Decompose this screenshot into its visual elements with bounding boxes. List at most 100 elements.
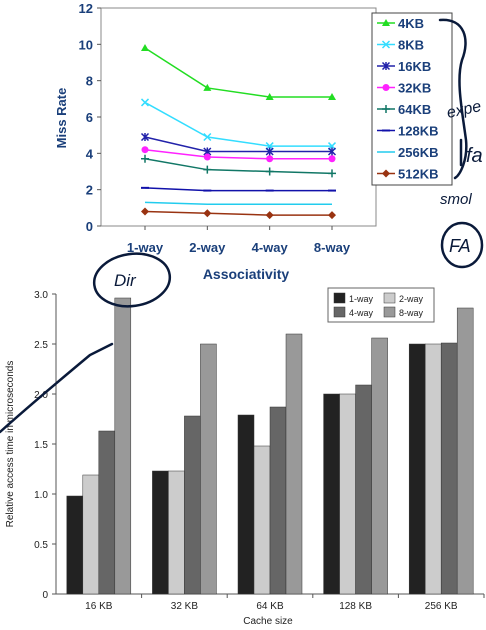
series-line (144, 201, 332, 205)
fa-note: FA (449, 236, 471, 256)
data-point (265, 93, 274, 101)
line-y-axis-label: Miss Rate (54, 88, 69, 149)
data-point (328, 211, 336, 220)
bar-legend-entry-2-way: 2-way (383, 292, 424, 304)
data-point (203, 209, 212, 218)
line-series-256KB (144, 201, 332, 205)
bar-2-way (339, 393, 356, 595)
bar-4-way (184, 415, 201, 595)
line-x-tick-label: 1-way (127, 240, 164, 255)
fa-circle-mark (440, 221, 484, 269)
data-point (265, 211, 274, 220)
legend-swatch-marker (382, 105, 390, 113)
legend-entry-16KB: 16KB (377, 59, 431, 74)
bar-legend-label: 4-way (349, 308, 374, 318)
data-point (328, 169, 336, 178)
data-point (203, 83, 212, 91)
legend-entry-256KB: 256KB (377, 145, 438, 160)
series-line (144, 187, 332, 192)
bar-group-32KB (152, 343, 217, 595)
line-x-axis-label: Associativity (203, 266, 290, 282)
legend-swatch-marker (382, 19, 390, 26)
bar-group-16KB (66, 297, 132, 595)
legend-entry-8KB: 8KB (377, 38, 424, 53)
brace-mark (438, 18, 468, 180)
handwritten-annotations: Dir FA expe fa smol (0, 18, 484, 434)
series-line (144, 158, 333, 175)
bar-legend-label: 2-way (399, 294, 424, 304)
data-point (265, 167, 274, 176)
line-x-tick-label: 2-way (189, 240, 226, 255)
bar-8-way (371, 337, 388, 595)
bar-x-tick-label: 32 KB (171, 601, 199, 612)
legend-label: 32KB (398, 81, 431, 96)
bar-x-axis-label: Cache size (243, 616, 293, 627)
bar-x-tick-label: 16 KB (85, 601, 113, 612)
bar-legend-entry-4-way: 4-way (333, 306, 374, 318)
legend-label: 512KB (398, 167, 438, 182)
legend-label: 256KB (398, 145, 438, 160)
bar-y-tick-label: 0.5 (34, 540, 48, 551)
bar-group-128KB (323, 337, 388, 595)
bar-1-way (237, 414, 255, 595)
line-y-tick-label: 0 (86, 219, 93, 234)
line-y-tick-label: 2 (86, 183, 93, 198)
data-point (265, 147, 274, 156)
bar-x-tick-label: 128 KB (339, 601, 372, 612)
series-line (144, 210, 332, 216)
line-series-512KB (141, 207, 336, 220)
line-legend-box (371, 12, 453, 186)
bar-8-way (200, 343, 217, 595)
bar-legend-swatch (333, 292, 346, 304)
bar-chart: 00.51.01.52.02.53.0 16 KB 32 KB 64 KB 128 K… (5, 287, 485, 627)
data-point (328, 155, 336, 163)
line-y-tick-label: 6 (86, 110, 93, 125)
bar-x-ticks: 16 KB 32 KB 64 KB 128 KB 256 KB (85, 594, 485, 612)
bar-y-tick-label: 1.0 (34, 490, 48, 501)
data-point (141, 207, 149, 216)
legend-label: 64KB (398, 102, 431, 117)
bar-y-tick-label: 3.0 (34, 290, 48, 301)
legend-label: 4KB (398, 16, 424, 31)
bar-y-axis-label: Relative access time in microseconds (5, 361, 16, 528)
bar-4-way (355, 384, 372, 595)
series-line (144, 47, 332, 98)
series-line (144, 101, 332, 147)
bar-2-way (253, 445, 271, 595)
bar-y-tick-label: 2.5 (34, 340, 48, 351)
bar-2-way (424, 343, 442, 595)
bar-legend-swatch (333, 306, 346, 318)
line-legend: 4KB 8KB 16KB 32KB 64KB 128KB 256KB 512KB (371, 12, 453, 186)
line-y-tick-label: 10 (79, 37, 93, 52)
legend-swatch-marker (381, 40, 391, 49)
line-series-64KB (141, 154, 336, 178)
legend-label: 16KB (398, 59, 431, 74)
bar-8-way (114, 297, 132, 595)
bar-1-way (66, 495, 84, 595)
bar-1-way (323, 393, 340, 595)
bar-group-256KB (408, 307, 474, 595)
legend-entry-128KB: 128KB (377, 124, 438, 139)
line-series-group (140, 43, 337, 220)
exp-note: expe (445, 98, 483, 122)
line-chart: 0 2 4 6 8 10 12 1-way 2-way 4-way 8-way Miss Rate… (54, 1, 453, 282)
bar-legend-label: 1-way (349, 294, 374, 304)
series-line (144, 148, 332, 160)
data-point (141, 146, 149, 154)
dir-note: Dir (114, 271, 137, 290)
bar-y-tick-label: 1.5 (34, 440, 48, 451)
data-point (140, 98, 150, 107)
legend-swatch-marker (381, 61, 391, 71)
line-x-ticks: 1-way 2-way 4-way 8-way (127, 226, 351, 255)
bar-2-way (168, 470, 185, 595)
bar-legend-box (327, 287, 435, 323)
line-series-128KB (141, 186, 336, 192)
data-point (141, 43, 149, 51)
bar-legend: 1-way 2-way 4-way 8-way (327, 287, 435, 323)
bar-legend-swatch (383, 306, 396, 318)
bar-x-tick-label: 256 KB (425, 601, 458, 612)
bar-series-group (66, 297, 474, 595)
line-x-tick-label: 8-way (314, 240, 351, 255)
bar-y-ticks: 00.51.01.52.02.53.0 (34, 290, 56, 601)
bar-legend-swatch (383, 292, 396, 304)
